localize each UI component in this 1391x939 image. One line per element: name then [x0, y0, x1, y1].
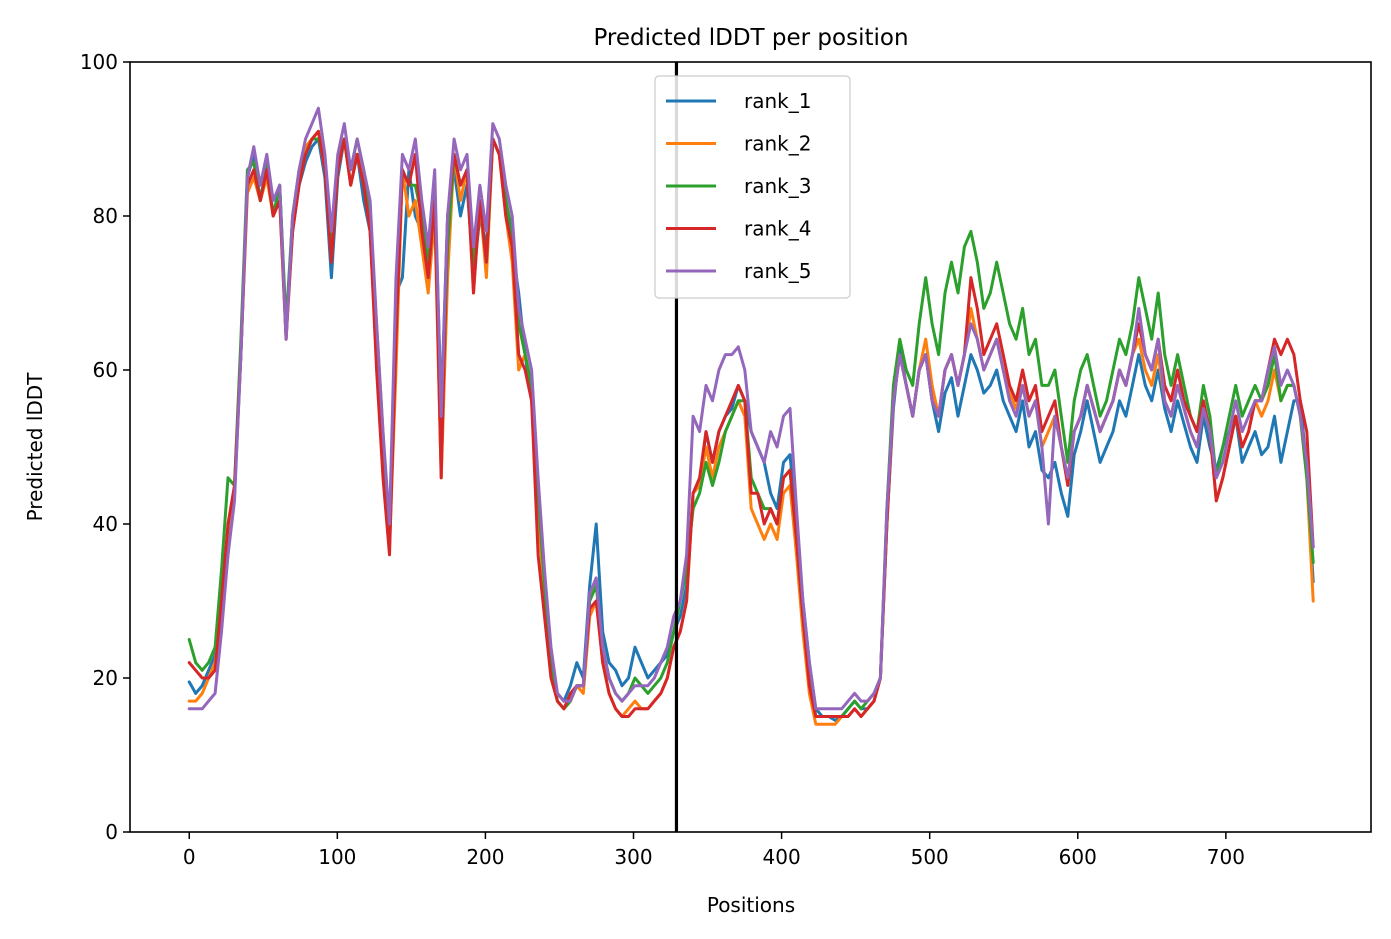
y-axis-label: Predicted lDDT — [23, 372, 47, 522]
legend-label-rank_1: rank_1 — [744, 89, 811, 113]
y-axis-ticks: 0 20 40 60 80 100 — [80, 50, 130, 844]
plot-area — [129, 61, 1372, 833]
y-tick-label: 100 — [80, 50, 118, 74]
y-tick-label: 40 — [93, 512, 118, 536]
legend-box — [654, 75, 851, 299]
series-line-rank_5 — [187, 106, 1315, 711]
series-layer — [187, 106, 1315, 726]
x-tick-label: 500 — [911, 845, 949, 869]
legend-entries: rank_1 rank_2 rank_3 rank_4 rank_5 — [666, 89, 811, 283]
y-tick-label: 60 — [93, 358, 118, 382]
y-tick-label: 80 — [93, 204, 118, 228]
axes-frame — [129, 61, 1372, 833]
x-tick-label: 300 — [614, 845, 652, 869]
x-tick-label: 400 — [763, 845, 801, 869]
x-tick-label: 100 — [318, 845, 356, 869]
x-tick-label: 200 — [466, 845, 504, 869]
chart-title: Predicted lDDT per position — [593, 25, 908, 51]
x-axis-ticks: 0 100 200 300 400 500 600 700 — [183, 832, 1245, 869]
y-tick-label: 0 — [105, 820, 118, 844]
x-axis-label: Positions — [707, 893, 795, 917]
x-tick-label: 700 — [1207, 845, 1245, 869]
legend: rank_1 rank_2 rank_3 rank_4 rank_5 — [654, 75, 851, 299]
legend-label-rank_3: rank_3 — [744, 174, 811, 198]
legend-label-rank_5: rank_5 — [744, 259, 811, 283]
y-tick-label: 20 — [93, 666, 118, 690]
legend-label-rank_4: rank_4 — [744, 217, 811, 241]
x-tick-label: 0 — [183, 845, 196, 869]
legend-label-rank_2: rank_2 — [744, 132, 811, 156]
x-tick-label: 600 — [1059, 845, 1097, 869]
